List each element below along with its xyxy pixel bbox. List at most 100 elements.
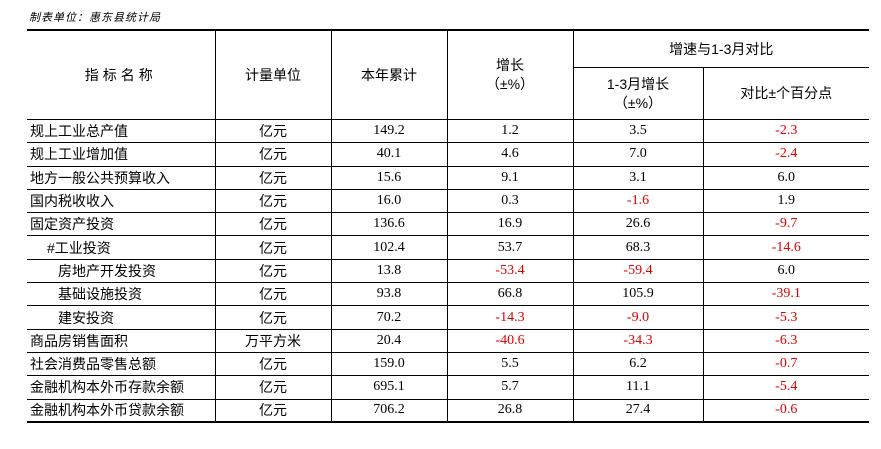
row-growth-value: 26.8 [447,399,574,424]
row-indicator-name: 国内税收收入 [27,189,216,214]
table-header: 指标名称 计量单位 本年累计 增长 （±%） 增速与1-3月对比 1-3月增长 … [27,29,870,120]
row-diff-value: -5.4 [703,375,870,400]
row-indicator-name: 商品房销售面积 [27,329,216,353]
table-body: 规上工业总产值 亿元 149.2 1.2 3.5 -2.3 规上工业增加值 亿元 40.1 4.6… [27,119,870,424]
table-row: 建安投资 亿元 70.2 -14.3 -9.0 -5.3 [27,305,870,330]
row-unit: 亿元 [215,352,332,377]
row-indicator-name: 规上工业总产值 [27,119,216,144]
source-note: 制表单位：惠东县统计局 [29,12,161,24]
row-q1-growth-value: 6.2 [573,352,704,377]
row-q1-growth-value: 27.4 [573,399,704,424]
row-ytd-value: 93.8 [331,282,448,307]
row-q1-growth-value: 3.5 [573,119,704,144]
row-indicator-name: #工业投资 [27,235,216,260]
row-diff-value: 6.0 [703,166,870,190]
table-row: 商品房销售面积 万平方米 20.4 -40.6 -34.3 -6.3 [27,329,870,353]
row-unit: 亿元 [215,212,332,237]
header-q1-growth: 1-3月增长 （±%） [573,67,704,120]
table-row: 金融机构本外币贷款余额 亿元 706.2 26.8 27.4 -0.6 [27,399,870,424]
table-row: 国内税收收入 亿元 16.0 0.3 -1.6 1.9 [27,189,870,214]
row-growth-value: 53.7 [447,235,574,260]
row-indicator-name: 房地产开发投资 [27,259,216,284]
row-unit: 亿元 [215,142,332,167]
row-ytd-value: 13.8 [331,259,448,284]
row-ytd-value: 40.1 [331,142,448,167]
row-diff-value: -9.7 [703,212,870,237]
row-ytd-value: 20.4 [331,329,448,353]
row-unit: 亿元 [215,399,332,424]
row-ytd-value: 159.0 [331,352,448,377]
row-ytd-value: 16.0 [331,189,448,214]
header-q1-growth-line2: （±%） [613,94,663,111]
statistics-table: 指标名称 计量单位 本年累计 增长 （±%） 增速与1-3月对比 1-3月增长 … [27,29,870,424]
row-diff-value: -0.6 [703,399,870,424]
row-ytd-value: 695.1 [331,375,448,400]
row-growth-value: 4.6 [447,142,574,167]
table-row: 社会消费品零售总额 亿元 159.0 5.5 6.2 -0.7 [27,352,870,377]
row-ytd-value: 102.4 [331,235,448,260]
header-indicator: 指标名称 [27,29,216,120]
row-unit: 亿元 [215,235,332,260]
row-growth-value: -14.3 [447,305,574,330]
header-compare-group: 增速与1-3月对比 [573,29,870,68]
row-growth-value: 5.7 [447,375,574,400]
row-growth-value: -40.6 [447,329,574,353]
table-row: 基础设施投资 亿元 93.8 66.8 105.9 -39.1 [27,282,870,307]
row-indicator-name: 地方一般公共预算收入 [27,166,216,190]
row-ytd-value: 15.6 [331,166,448,190]
row-q1-growth-value: 11.1 [573,375,704,400]
table-row: 规上工业总产值 亿元 149.2 1.2 3.5 -2.3 [27,119,870,144]
table-row: #工业投资 亿元 102.4 53.7 68.3 -14.6 [27,235,870,260]
row-growth-value: 0.3 [447,189,574,214]
row-diff-value: -39.1 [703,282,870,307]
row-unit: 亿元 [215,166,332,190]
row-q1-growth-value: 105.9 [573,282,704,307]
row-indicator-name: 金融机构本外币贷款余额 [27,399,216,424]
header-ytd: 本年累计 [331,29,448,120]
row-q1-growth-value: -34.3 [573,329,704,353]
row-unit: 亿元 [215,282,332,307]
row-growth-value: 9.1 [447,166,574,190]
row-indicator-name: 固定资产投资 [27,212,216,237]
row-growth-value: 5.5 [447,352,574,377]
row-diff-value: 6.0 [703,259,870,284]
row-ytd-value: 136.6 [331,212,448,237]
row-diff-value: -6.3 [703,329,870,353]
row-q1-growth-value: 3.1 [573,166,704,190]
row-unit: 亿元 [215,305,332,330]
row-unit: 亿元 [215,119,332,144]
row-unit: 亿元 [215,259,332,284]
row-q1-growth-value: -59.4 [573,259,704,284]
header-q1-growth-line1: 1-3月增长 [606,75,670,92]
row-growth-value: 66.8 [447,282,574,307]
row-unit: 万平方米 [215,329,332,353]
table-row: 地方一般公共预算收入 亿元 15.6 9.1 3.1 6.0 [27,166,870,190]
row-growth-value: -53.4 [447,259,574,284]
row-growth-value: 16.9 [447,212,574,237]
row-diff-value: -14.6 [703,235,870,260]
row-diff-value: 1.9 [703,189,870,214]
row-diff-value: -0.7 [703,352,870,377]
header-indicator-label: 指标名称 [84,66,157,83]
row-unit: 亿元 [215,189,332,214]
header-diff-points: 对比±个百分点 [703,67,870,120]
row-indicator-name: 金融机构本外币存款余额 [27,375,216,400]
table-row: 金融机构本外币存款余额 亿元 695.1 5.7 11.1 -5.4 [27,375,870,400]
row-q1-growth-value: 68.3 [573,235,704,260]
row-growth-value: 1.2 [447,119,574,144]
row-ytd-value: 706.2 [331,399,448,424]
row-ytd-value: 70.2 [331,305,448,330]
row-ytd-value: 149.2 [331,119,448,144]
row-unit: 亿元 [215,375,332,400]
row-indicator-name: 社会消费品零售总额 [27,352,216,377]
table-row: 规上工业增加值 亿元 40.1 4.6 7.0 -2.4 [27,142,870,167]
row-indicator-name: 建安投资 [27,305,216,330]
row-indicator-name: 基础设施投资 [27,282,216,307]
header-unit: 计量单位 [215,29,332,120]
row-q1-growth-value: -9.0 [573,305,704,330]
row-diff-value: -2.4 [703,142,870,167]
table-row: 固定资产投资 亿元 136.6 16.9 26.6 -9.7 [27,212,870,237]
table-row: 房地产开发投资 亿元 13.8 -53.4 -59.4 6.0 [27,259,870,284]
row-q1-growth-value: 7.0 [573,142,704,167]
row-diff-value: -5.3 [703,305,870,330]
